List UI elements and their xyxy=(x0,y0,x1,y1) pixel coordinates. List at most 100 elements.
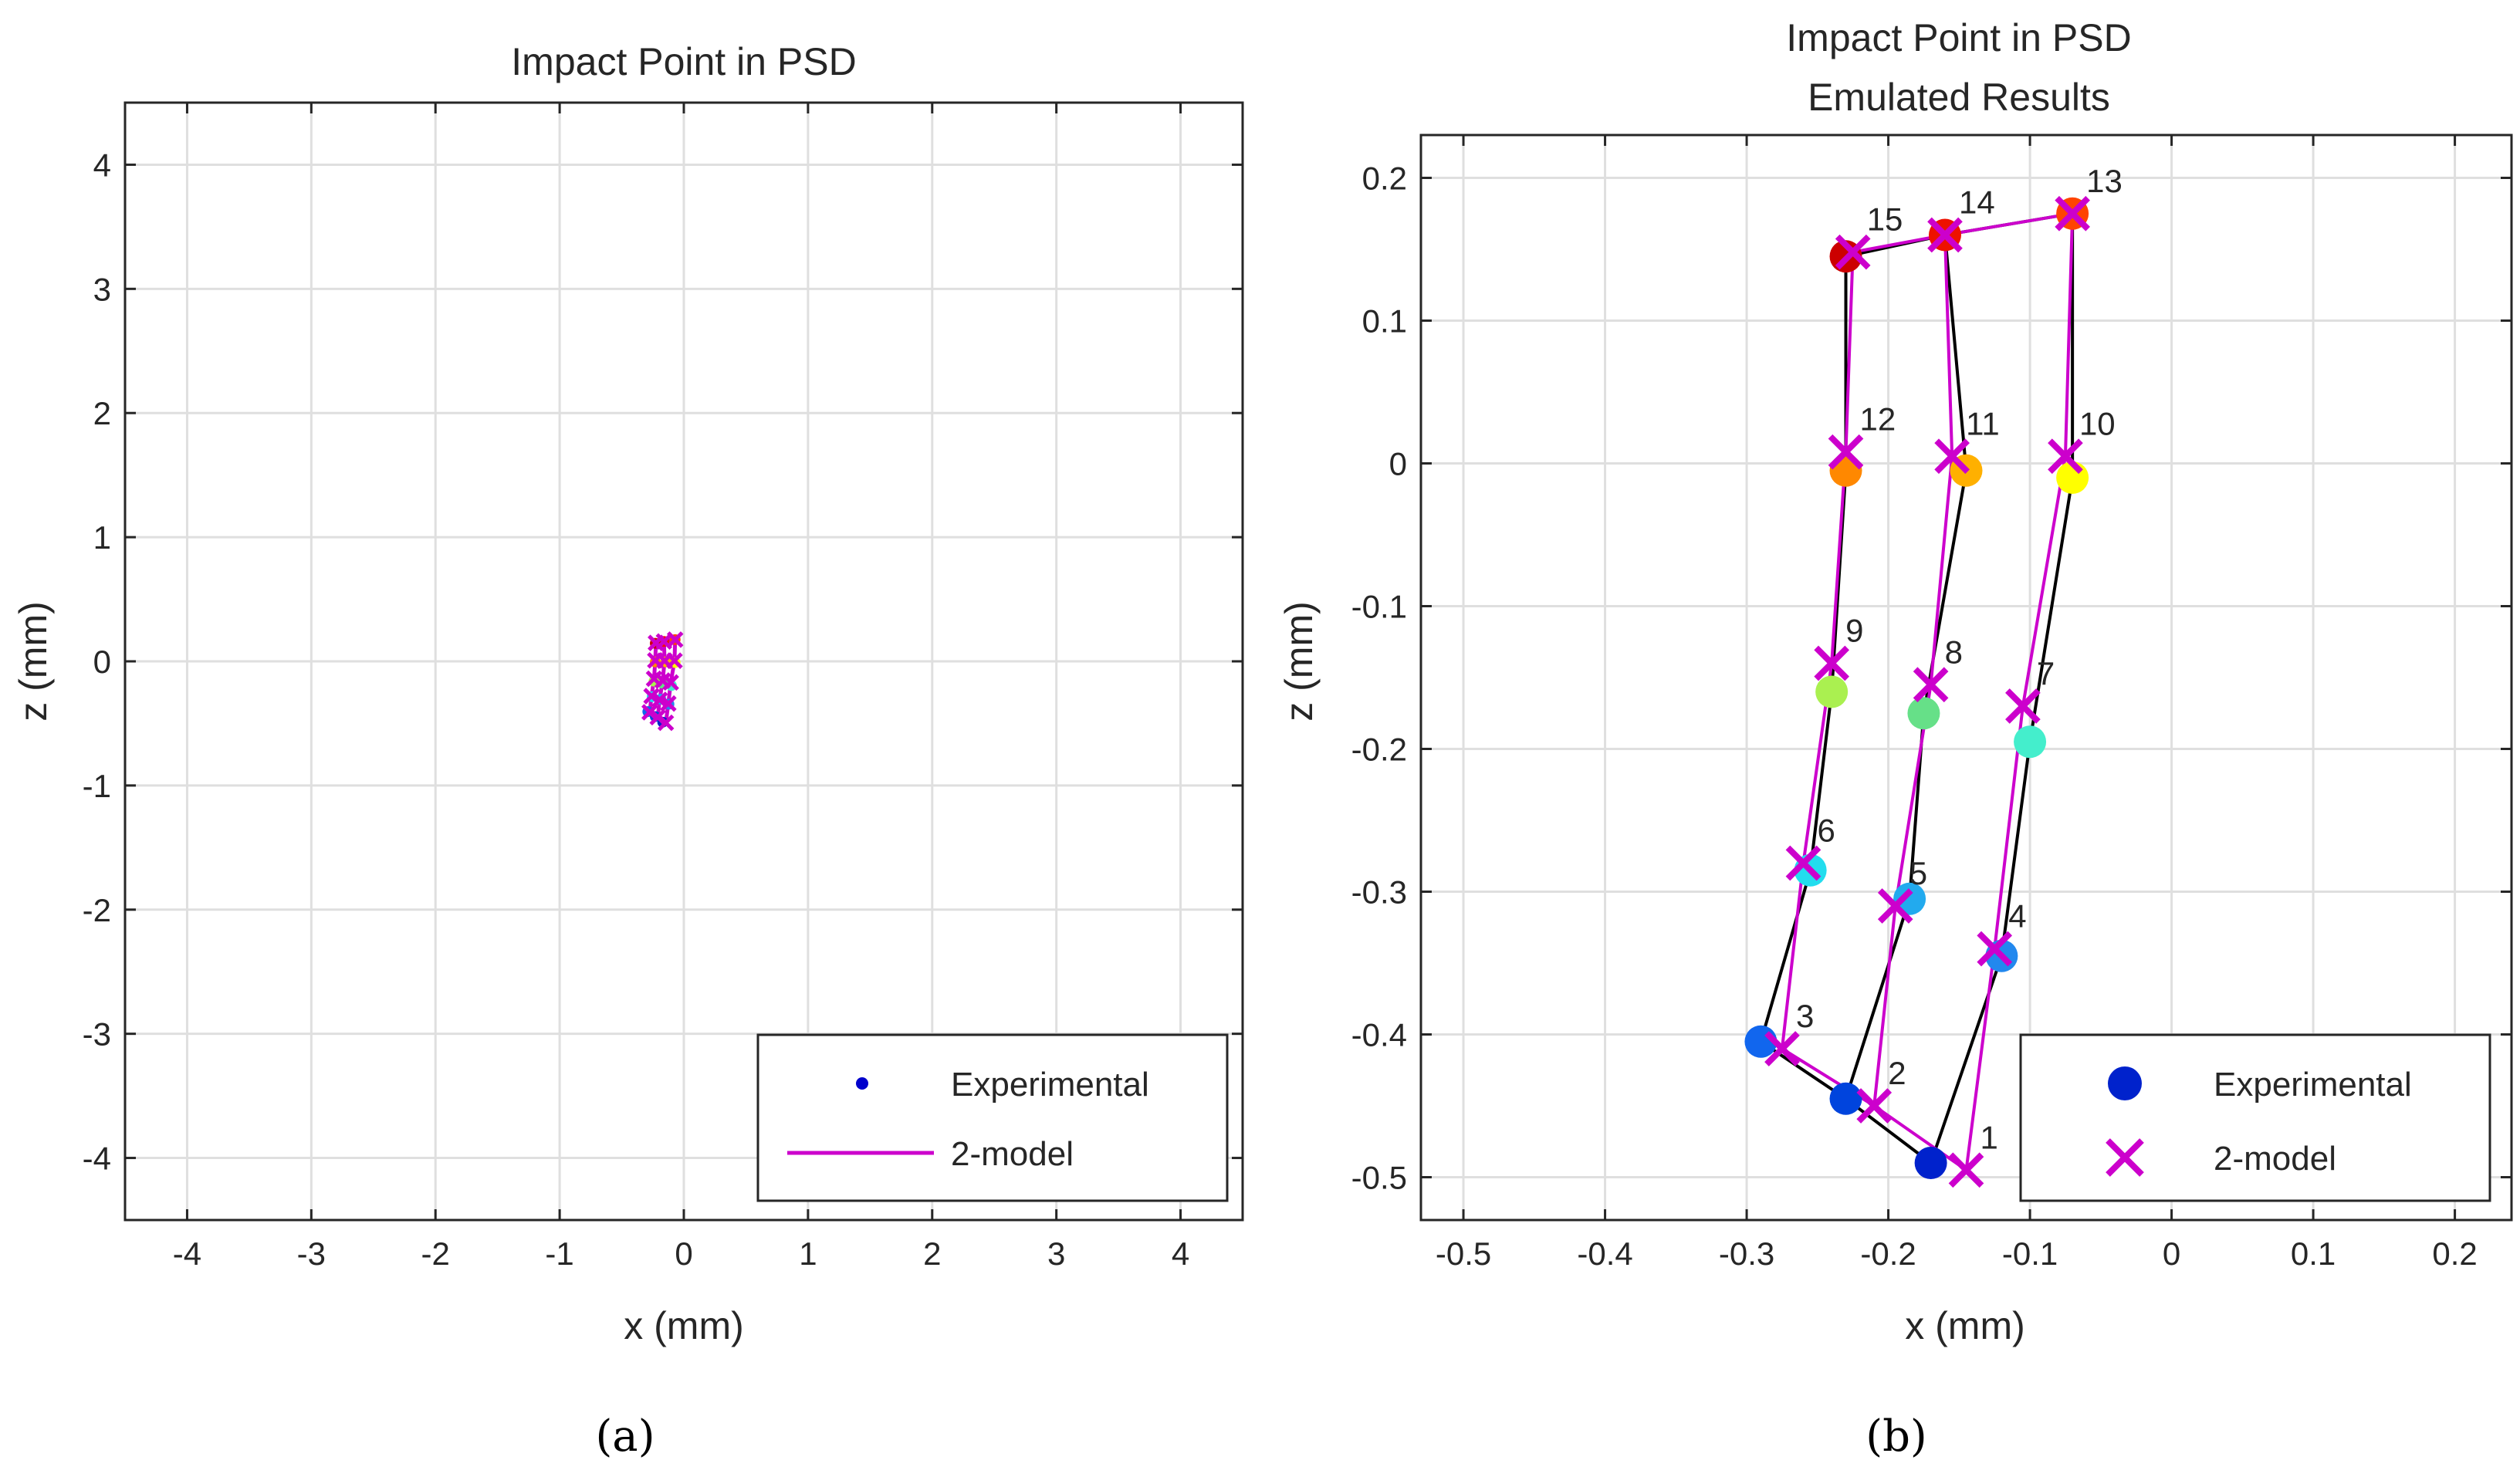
panel-b-point-label-1: 1 xyxy=(1980,1119,1998,1155)
panel-a-ticks: -4 -3 -2 -1 0 1 2 3 4 -4 -3 -2 -1 0 1 2 3 4 xyxy=(83,103,1243,1272)
panel-b-legend-2-model-marker xyxy=(2106,1138,2144,1177)
panel-b-ylabel: z (mm) xyxy=(1277,601,1321,722)
panel-b-ticks: -0.5 -0.4 -0.3 -0.2 -0.1 0 0.1 0.2 -0.5 -0.4 -0.3 -… xyxy=(1351,135,2512,1272)
panel-b-point-label-4: 4 xyxy=(2008,898,2026,935)
panel-b: Impact Point in PSD Emulated Results 12 3… xyxy=(1277,16,2513,1462)
panel-b-model-line-1 xyxy=(1964,213,2075,1171)
panel-a-xlabel: x (mm) xyxy=(624,1304,744,1347)
panel-b-model-point-14 xyxy=(1927,217,1963,253)
panel-a-ytick-label-7: 3 xyxy=(93,271,111,307)
panel-a-ytick-label-1: -3 xyxy=(83,1016,111,1053)
panel-b-point-label-14: 14 xyxy=(1959,184,1995,221)
panel-b-point-label-12: 12 xyxy=(1860,401,1896,438)
panel-b-experimental-point-2 xyxy=(1829,1082,1862,1115)
panel-b-model-point-10 xyxy=(2048,438,2083,475)
panel-a-legend-experimental-label: Experimental xyxy=(951,1066,1149,1104)
panel-b-xlabel: x (mm) xyxy=(1905,1304,2025,1347)
panel-b-legend-experimental-label: Experimental xyxy=(2214,1066,2412,1104)
panel-a-xtick-label-1: -3 xyxy=(297,1235,326,1272)
panel-b-title: Impact Point in PSD xyxy=(1786,16,2131,59)
panel-b-point-label-6: 6 xyxy=(1817,813,1835,849)
panel-b-experimental-point-5 xyxy=(1893,882,1926,915)
panel-b-model-point-4 xyxy=(1977,931,2013,967)
panel-b-model-point-8 xyxy=(1913,667,1949,703)
panel-b-model-point-7 xyxy=(2005,688,2041,724)
panel-b-xtick-label-7: 0.2 xyxy=(2432,1235,2477,1272)
panel-a-model-point-4 xyxy=(660,695,677,712)
panel-a-ytick-label-6: 2 xyxy=(93,395,111,431)
panel-b-xtick-label-5: 0 xyxy=(2163,1235,2180,1272)
panel-b-grid xyxy=(1421,135,2512,1220)
panel-b-model-point-6 xyxy=(1785,845,1822,881)
panel-b-ytick-label-1: -0.4 xyxy=(1351,1017,1407,1053)
panel-b-point-label-13: 13 xyxy=(2086,163,2123,199)
panel-a: Impact Point in PSD -4 -3 -2 -1 0 1 2 3 4-4-3-2-… xyxy=(12,40,1244,1462)
panel-a-xtick-label-4: 0 xyxy=(675,1235,692,1272)
panel-a-model-point-15 xyxy=(648,634,665,651)
panel-b-experimental-point-9 xyxy=(1815,675,1849,708)
panel-a-ytick-label-5: 1 xyxy=(93,519,111,556)
panel-a-model-point-12 xyxy=(647,651,664,669)
panel-a-legend-experimental-marker xyxy=(856,1077,868,1090)
panel-b-ytick-label-7: 0.2 xyxy=(1362,161,1407,197)
panel-a-model-point-6 xyxy=(643,688,660,705)
panel-b-point-label-11: 11 xyxy=(1966,405,2000,441)
panel-b-model-point-13 xyxy=(2055,195,2090,232)
panel-b-point-label-10: 10 xyxy=(2079,405,2116,441)
panel-a-xtick-label-3: -1 xyxy=(545,1235,573,1272)
panel-b-xtick-label-4: -0.1 xyxy=(2002,1235,2058,1272)
panel-b-experimental-point-7 xyxy=(2014,725,2047,759)
panel-b-experimental-point-1 xyxy=(1914,1147,1947,1179)
panel-a-model-point-2 xyxy=(649,708,666,726)
panel-a-xtick-label-2: -2 xyxy=(421,1235,450,1272)
panel-a-legend: Experimental 2-model xyxy=(756,1033,1229,1202)
panel-b-point-label-7: 7 xyxy=(2037,655,2055,691)
panel-b-point-label-3: 3 xyxy=(1796,998,1814,1034)
panel-b-model-point-15 xyxy=(1835,234,1871,270)
panel-b-legend-box xyxy=(2019,1033,2491,1202)
panel-b-xtick-label-1: -0.4 xyxy=(1577,1235,1632,1272)
panel-b-point-label-15: 15 xyxy=(1867,201,1903,238)
panel-a-caption: (a) xyxy=(595,1411,655,1462)
panel-b-legend-2-model-label: 2-model xyxy=(2214,1140,2336,1178)
panel-a-legend-2-model-label: 2-model xyxy=(951,1135,1074,1173)
panel-b-ytick-label-0: -0.5 xyxy=(1351,1160,1407,1196)
panel-a-title: Impact Point in PSD xyxy=(511,40,856,83)
panel-b-xtick-label-3: -0.2 xyxy=(1860,1235,1916,1272)
panel-b-point-label-9: 9 xyxy=(1845,613,1863,649)
panel-b-model-point-11 xyxy=(1934,438,1970,475)
panel-b-model-point-9 xyxy=(1814,645,1849,681)
panel-b-legend-experimental-marker xyxy=(2108,1066,2142,1100)
panel-a-legend-box xyxy=(756,1033,1229,1202)
panel-b-ytick-label-3: -0.2 xyxy=(1351,732,1407,768)
panel-a-ytick-label-2: -2 xyxy=(83,892,111,928)
panel-b-model-point-2 xyxy=(1856,1088,1893,1124)
panel-a-data xyxy=(641,631,684,732)
panel-b-axes-box xyxy=(1419,134,2513,1222)
panel-a-grid xyxy=(125,103,1243,1220)
panel-b-model-point-12 xyxy=(1828,434,1864,470)
panel-a-xtick-label-0: -4 xyxy=(173,1235,201,1272)
panel-a-ylabel: z (mm) xyxy=(12,601,55,722)
panel-b-subtitle: Emulated Results xyxy=(1808,76,2110,119)
panel-b-experimental-point-8 xyxy=(1907,697,1940,730)
panel-b-model-point-1 xyxy=(1948,1152,1984,1188)
panel-b-ytick-label-6: 0.1 xyxy=(1362,303,1407,340)
panel-b-model-point-3 xyxy=(1764,1031,1800,1066)
panel-b-xtick-label-0: -0.5 xyxy=(1436,1235,1491,1272)
panel-a-ytick-label-3: -1 xyxy=(83,768,111,804)
panel-b-point-label-8: 8 xyxy=(1945,634,1963,670)
panel-a-ytick-label-4: 0 xyxy=(93,644,111,680)
panel-b-caption: (b) xyxy=(1865,1411,1927,1462)
panel-b-xtick-label-2: -0.3 xyxy=(1719,1235,1774,1272)
panel-b-ytick-label-5: 0 xyxy=(1389,446,1407,482)
panel-b-ytick-label-4: -0.1 xyxy=(1351,589,1407,625)
panel-a-xtick-label-7: 3 xyxy=(1047,1235,1065,1272)
panel-b-model-point-5 xyxy=(1877,888,1913,924)
panel-a-model-point-9 xyxy=(645,670,663,688)
panel-a-xtick-label-5: 1 xyxy=(799,1235,817,1272)
panel-a-xtick-label-6: 2 xyxy=(923,1235,941,1272)
panel-a-ytick-label-8: 4 xyxy=(93,147,111,183)
